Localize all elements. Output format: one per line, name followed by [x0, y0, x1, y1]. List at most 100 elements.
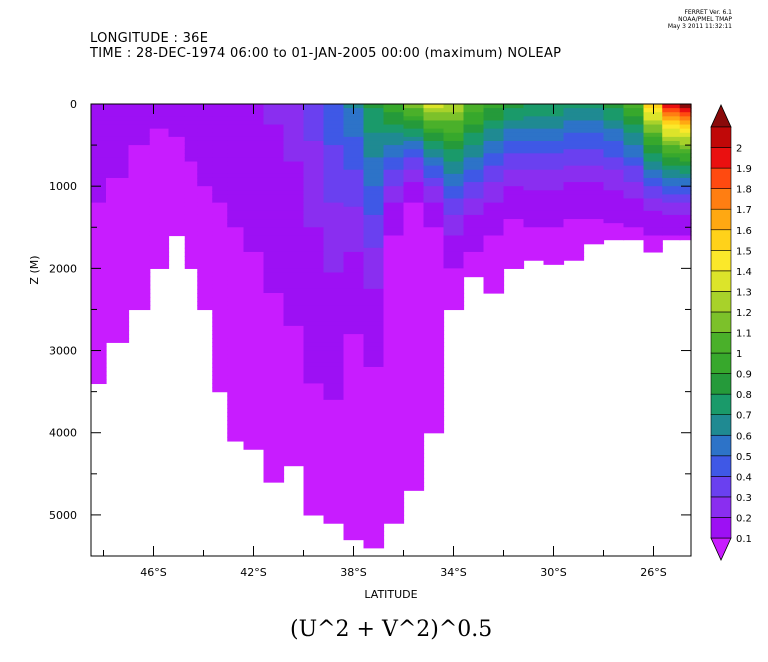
field-cell	[363, 280, 385, 286]
field-cell	[343, 498, 365, 504]
field-cell	[423, 165, 445, 171]
field-column	[168, 104, 186, 237]
field-cell	[543, 145, 565, 150]
field-cell	[583, 128, 605, 134]
field-cell	[227, 399, 245, 405]
field-cell	[227, 371, 245, 376]
field-cell	[483, 190, 505, 195]
field-cell	[363, 469, 385, 475]
field-cell	[184, 198, 198, 204]
field-cell	[106, 116, 130, 122]
field-cell	[263, 149, 285, 154]
field-cell	[383, 346, 405, 352]
field-cell	[603, 227, 625, 232]
field-cell	[303, 399, 325, 405]
field-cell	[383, 157, 405, 163]
field-cell	[227, 235, 245, 241]
field-cell	[323, 391, 345, 397]
field-cell	[483, 194, 505, 200]
field-cell	[303, 358, 325, 364]
field-cell	[243, 325, 265, 331]
field-cell	[212, 198, 228, 204]
field-cell	[212, 223, 228, 228]
field-cell	[283, 395, 305, 401]
field-cell	[303, 379, 325, 385]
field-cell	[343, 453, 365, 458]
field-cell	[503, 136, 525, 142]
field-cell	[283, 334, 305, 339]
field-cell	[383, 465, 405, 471]
field-cell	[483, 251, 505, 257]
field-cell	[323, 342, 345, 348]
field-cell	[383, 325, 405, 331]
field-cell	[227, 354, 245, 360]
field-cell	[423, 202, 445, 208]
field-cell	[343, 235, 365, 241]
field-cell	[343, 293, 365, 298]
field-cell	[263, 305, 285, 311]
field-cell	[383, 486, 405, 491]
field-cell	[583, 140, 605, 146]
field-cell	[383, 116, 405, 122]
field-cell	[523, 108, 545, 113]
field-cell	[303, 309, 325, 315]
field-cell	[184, 177, 198, 183]
field-cell	[212, 375, 228, 380]
field-column	[106, 104, 130, 343]
field-cell	[303, 124, 325, 130]
field-cell	[383, 219, 405, 224]
field-cell	[543, 132, 565, 138]
field-cell	[323, 334, 345, 339]
field-cell	[483, 260, 505, 265]
field-cell	[128, 276, 151, 282]
field-cell	[583, 120, 605, 126]
field-cell	[243, 272, 265, 278]
field-cell	[443, 243, 465, 249]
field-cell	[283, 161, 305, 167]
field-cell	[283, 165, 305, 171]
field-cell	[343, 383, 365, 389]
field-cell	[168, 136, 186, 142]
field-cell	[679, 227, 692, 232]
field-cell	[403, 297, 425, 302]
field-cell	[128, 206, 151, 212]
field-cell	[106, 317, 130, 323]
field-cell	[443, 272, 465, 278]
field-cell	[128, 182, 151, 187]
field-cell	[283, 408, 305, 413]
field-cell	[303, 432, 325, 438]
field-cell	[423, 239, 445, 245]
field-cell	[283, 412, 305, 417]
field-cell	[197, 182, 213, 187]
field-cell	[323, 260, 345, 265]
field-cell	[243, 284, 265, 290]
field-cell	[343, 288, 365, 294]
field-cell	[483, 210, 505, 216]
field-cell	[243, 321, 265, 327]
field-cell	[323, 506, 345, 512]
field-cell	[623, 108, 645, 113]
field-cell	[403, 420, 425, 426]
field-cell	[523, 206, 545, 212]
field-cell	[323, 399, 345, 405]
field-cell	[168, 223, 186, 228]
field-cell	[523, 161, 545, 167]
field-cell	[423, 387, 445, 393]
field-cell	[343, 535, 365, 541]
field-cell	[227, 342, 245, 348]
field-cell	[383, 309, 405, 315]
field-cell	[168, 132, 186, 138]
field-cell	[212, 366, 228, 372]
field-cell	[323, 321, 345, 327]
field-column	[483, 104, 505, 294]
field-cell	[263, 251, 285, 257]
field-cell	[403, 362, 425, 368]
field-cell	[168, 120, 186, 126]
field-cell	[227, 366, 245, 372]
field-cell	[243, 214, 265, 220]
field-cell	[184, 251, 198, 257]
field-cell	[343, 198, 365, 204]
field-cell	[383, 342, 405, 348]
field-cell	[91, 210, 107, 216]
x-tick-label: 42°S	[240, 566, 266, 579]
